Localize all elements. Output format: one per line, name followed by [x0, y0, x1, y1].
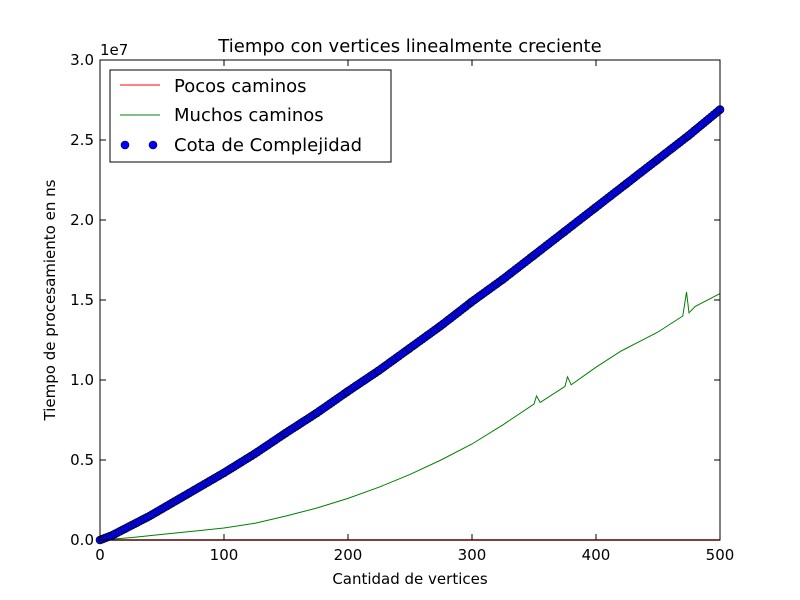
chart-title: Tiempo con vertices linealmente crecient… — [217, 36, 601, 57]
series-markers-cota-de-complejidad — [95, 105, 725, 545]
y-tick-label: 0.0 — [70, 531, 94, 549]
x-tick-label: 100 — [210, 546, 239, 564]
y-tick-label: 1.5 — [70, 291, 94, 309]
x-tick-label: 500 — [706, 546, 735, 564]
y-tick-label: 2.5 — [70, 131, 94, 149]
y-tick-label: 2.0 — [70, 211, 94, 229]
legend-marker-cota-2 — [148, 140, 158, 150]
legend-label-muchos-caminos: Muchos caminos — [174, 105, 324, 126]
legend: Pocos caminos Muchos caminos Cota de Com… — [109, 69, 392, 163]
series-layer — [95, 105, 725, 545]
y-tick-label: 3.0 — [70, 51, 94, 69]
x-axis-title: Cantidad de vertices — [332, 570, 488, 588]
x-tick-label: 400 — [582, 546, 611, 564]
y-tick-label: 0.5 — [70, 451, 94, 469]
legend-label-cota-de-complejidad: Cota de Complejidad — [174, 135, 362, 156]
legend-marker-cota-1 — [120, 140, 130, 150]
y-offset-label: 1e7 — [100, 41, 128, 59]
y-tick-label: 1.0 — [70, 371, 94, 389]
x-tick-label: 0 — [95, 546, 105, 564]
ticks-layer: 0 100 200 300 400 500 0.0 0.5 1.0 1.5 2.0 2.5 3.0 — [70, 51, 734, 564]
x-tick-label: 300 — [458, 546, 487, 564]
y-axis-title: Tiempo de procesamiento en ns — [41, 179, 59, 421]
legend-label-pocos-caminos: Pocos caminos — [174, 76, 307, 97]
x-tick-label: 200 — [334, 546, 363, 564]
series-line-muchos-caminos — [99, 291, 721, 541]
